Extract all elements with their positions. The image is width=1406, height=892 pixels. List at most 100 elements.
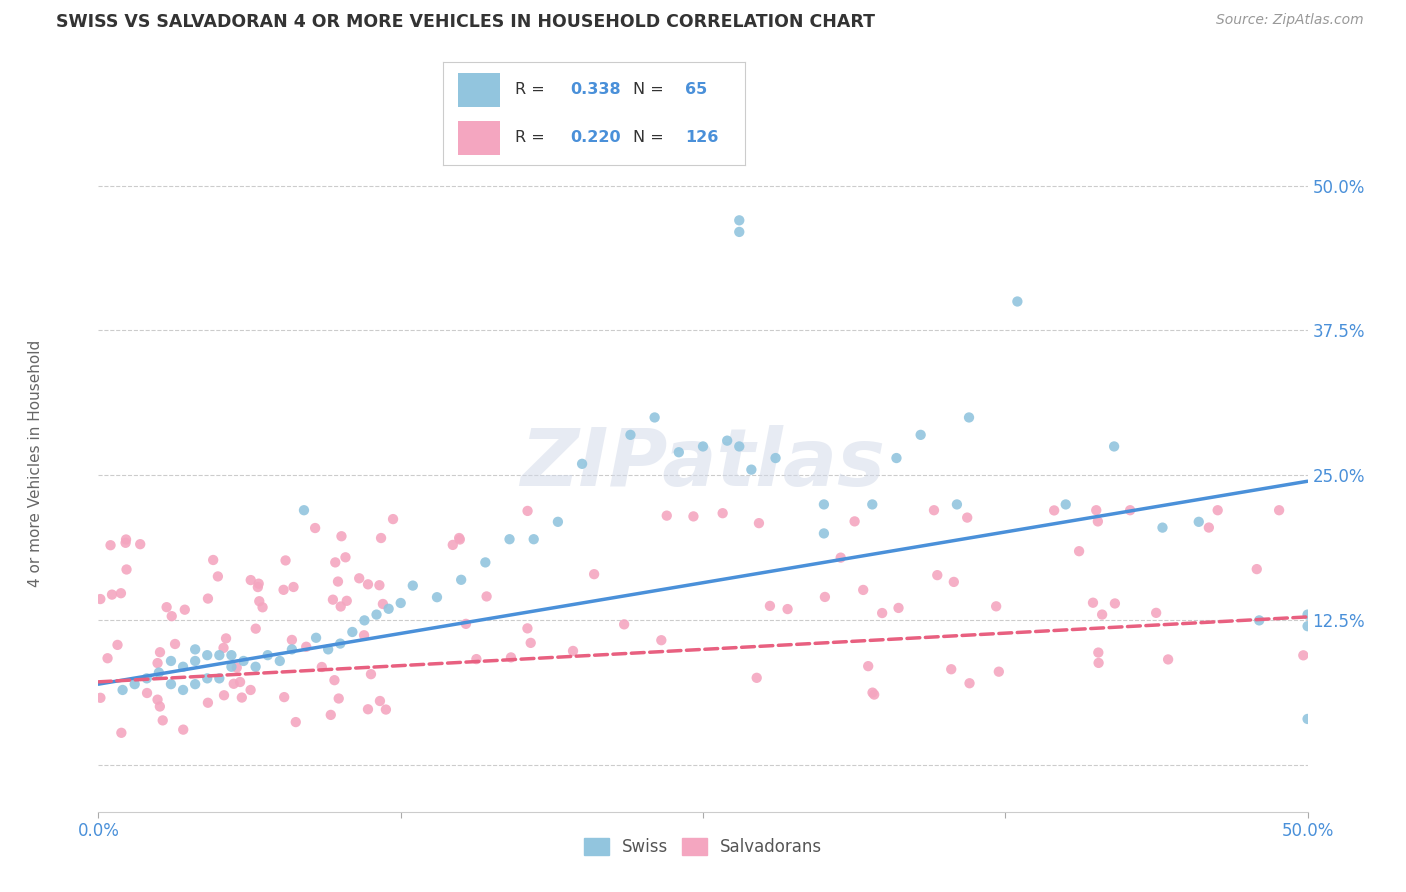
Point	[207, 569, 229, 583]
Point	[852, 582, 875, 597]
Point	[335, 550, 357, 565]
Point	[1007, 294, 1029, 309]
Point	[449, 531, 471, 545]
Point	[353, 628, 375, 642]
Text: 126: 126	[685, 130, 718, 145]
Point	[281, 642, 304, 657]
Point	[1292, 648, 1315, 663]
Point	[813, 526, 835, 541]
Point	[292, 503, 315, 517]
Point	[441, 538, 464, 552]
Point	[146, 692, 169, 706]
Point	[305, 631, 328, 645]
Point	[374, 702, 396, 716]
Point	[366, 607, 388, 622]
Point	[160, 609, 183, 624]
Point	[389, 596, 412, 610]
Point	[173, 603, 195, 617]
Point	[148, 665, 170, 680]
Point	[322, 592, 344, 607]
Point	[728, 225, 751, 239]
Point	[231, 690, 253, 705]
Point	[450, 573, 472, 587]
Point	[860, 498, 883, 512]
Point	[426, 591, 449, 605]
Point	[886, 451, 908, 466]
Point	[247, 594, 270, 608]
Point	[347, 571, 370, 585]
Point	[184, 677, 207, 691]
Point	[1296, 712, 1319, 726]
Point	[922, 503, 945, 517]
Point	[202, 553, 225, 567]
Point	[465, 652, 488, 666]
Point	[830, 550, 852, 565]
Point	[516, 504, 538, 518]
Point	[1091, 607, 1114, 622]
Text: Source: ZipAtlas.com: Source: ZipAtlas.com	[1216, 13, 1364, 28]
Bar	[458, 73, 501, 106]
Point	[1246, 562, 1268, 576]
Text: 65: 65	[685, 82, 707, 97]
Point	[1087, 646, 1109, 660]
Text: 0.220: 0.220	[569, 130, 620, 145]
Point	[516, 621, 538, 635]
Point	[111, 683, 134, 698]
Point	[987, 665, 1010, 679]
Point	[377, 602, 399, 616]
Point	[814, 590, 837, 604]
Point	[328, 691, 350, 706]
Point	[160, 654, 183, 668]
Point	[89, 690, 111, 705]
Point	[172, 683, 194, 698]
Point	[284, 715, 307, 730]
Point	[114, 536, 136, 550]
Point	[1157, 652, 1180, 666]
Point	[583, 567, 606, 582]
Text: 0.338: 0.338	[569, 82, 620, 97]
Point	[619, 428, 641, 442]
Point	[1054, 498, 1077, 512]
Point	[195, 671, 218, 685]
Point	[295, 640, 318, 654]
Point	[135, 671, 157, 685]
Point	[273, 690, 295, 705]
Point	[1119, 503, 1142, 517]
Point	[910, 428, 932, 442]
Text: N =: N =	[633, 130, 669, 145]
Point	[110, 726, 132, 740]
Point	[547, 515, 569, 529]
Point	[1268, 503, 1291, 517]
Point	[256, 648, 278, 662]
Point	[745, 671, 768, 685]
Point	[740, 462, 762, 476]
Point	[368, 578, 391, 592]
Point	[655, 508, 678, 523]
Point	[283, 580, 305, 594]
Point	[323, 555, 346, 569]
Point	[101, 588, 124, 602]
Point	[195, 648, 218, 662]
Point	[197, 696, 219, 710]
Point	[776, 602, 799, 616]
Point	[222, 677, 245, 691]
Point	[330, 529, 353, 543]
Point	[225, 660, 247, 674]
Point	[1249, 614, 1271, 628]
Point	[613, 617, 636, 632]
Text: ZIPatlas: ZIPatlas	[520, 425, 886, 503]
Point	[115, 562, 138, 576]
Point	[323, 673, 346, 688]
Point	[246, 580, 269, 594]
Point	[247, 576, 270, 591]
Point	[887, 601, 910, 615]
Point	[474, 555, 496, 570]
Point	[353, 614, 375, 628]
Point	[115, 533, 138, 547]
Point	[402, 579, 425, 593]
Point	[844, 515, 866, 529]
Point	[475, 590, 498, 604]
Point	[245, 622, 267, 636]
Point	[759, 599, 782, 613]
Point	[668, 445, 690, 459]
